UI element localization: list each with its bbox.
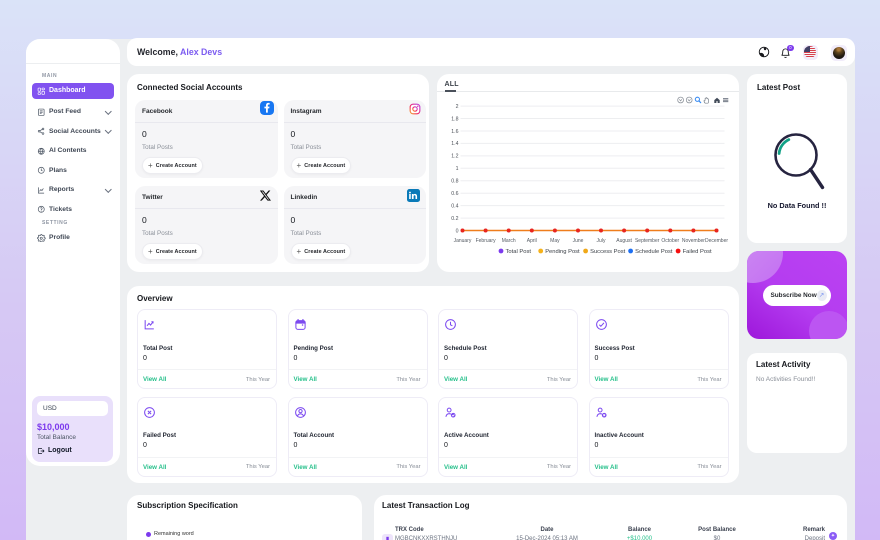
svg-text:January: January bbox=[453, 238, 471, 244]
svg-text:July: July bbox=[596, 238, 605, 244]
svg-text:0.6: 0.6 bbox=[451, 191, 458, 197]
svg-text:March: March bbox=[501, 238, 515, 244]
svg-text:Pending Post: Pending Post bbox=[545, 249, 580, 255]
svg-text:Total Post: Total Post bbox=[505, 249, 531, 255]
svg-text:April: April bbox=[526, 238, 536, 244]
svg-text:0.4: 0.4 bbox=[451, 203, 458, 209]
svg-text:Failed Post: Failed Post bbox=[682, 249, 711, 255]
svg-text:0: 0 bbox=[455, 228, 458, 234]
svg-text:0.2: 0.2 bbox=[451, 216, 458, 222]
svg-text:Success Post: Success Post bbox=[590, 249, 626, 255]
svg-text:1: 1 bbox=[455, 166, 458, 172]
svg-text:June: June bbox=[572, 238, 583, 244]
svg-text:November: November bbox=[681, 238, 704, 244]
svg-text:2: 2 bbox=[455, 104, 458, 110]
svg-text:February: February bbox=[475, 238, 496, 244]
svg-text:Schedule Post: Schedule Post bbox=[635, 249, 673, 255]
svg-text:0.8: 0.8 bbox=[451, 179, 458, 185]
svg-text:1.8: 1.8 bbox=[451, 116, 458, 122]
svg-text:1.2: 1.2 bbox=[451, 154, 458, 160]
svg-text:May: May bbox=[550, 238, 560, 244]
svg-text:December: December bbox=[704, 238, 727, 244]
svg-text:September: September bbox=[634, 238, 659, 244]
svg-text:1.4: 1.4 bbox=[451, 141, 458, 147]
svg-text:August: August bbox=[616, 238, 632, 244]
svg-text:October: October bbox=[661, 238, 679, 244]
svg-text:1.6: 1.6 bbox=[451, 129, 458, 135]
